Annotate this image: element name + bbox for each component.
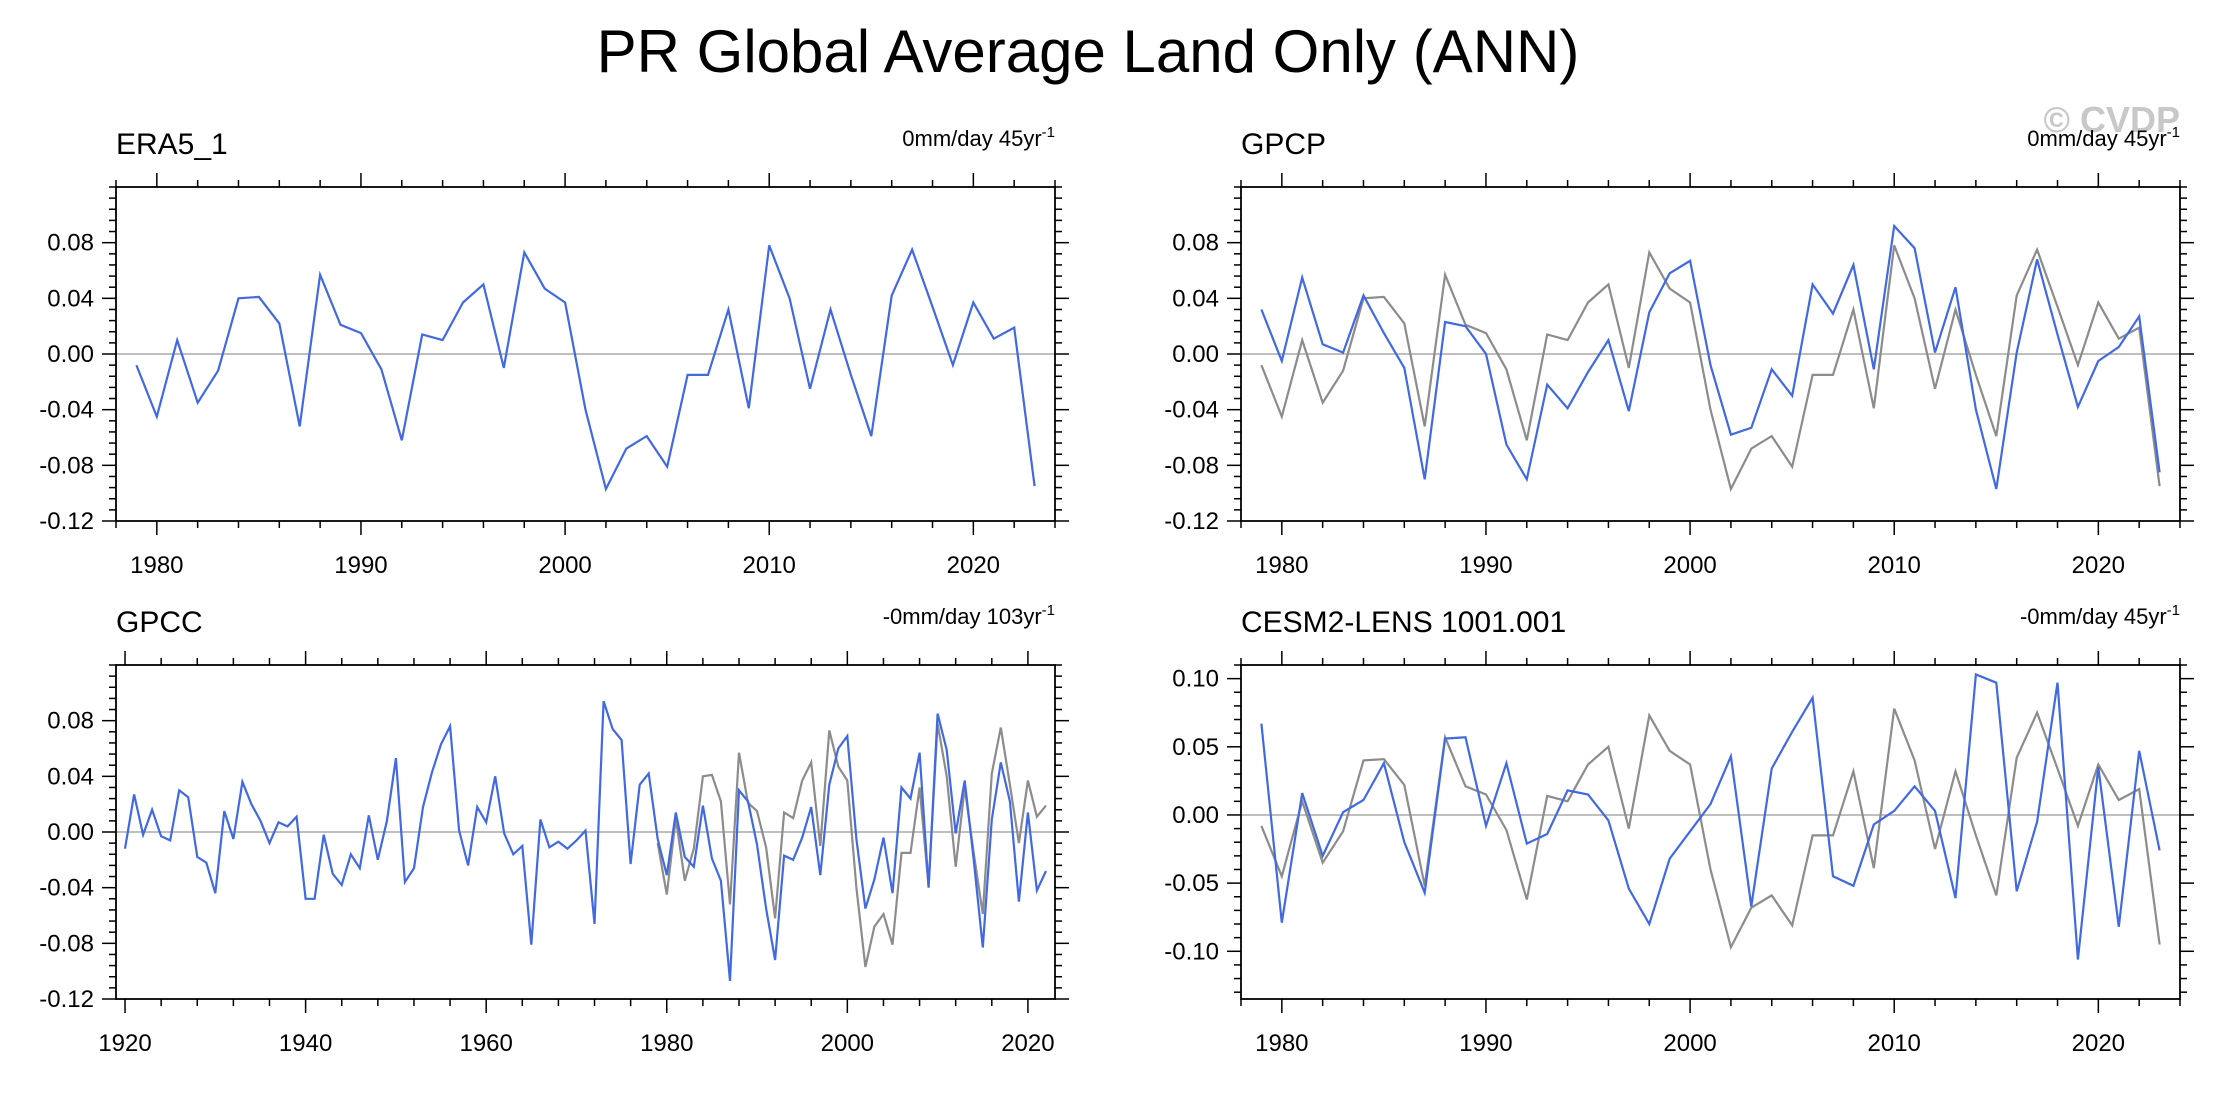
figure-title: PR Global Average Land Only (ANN) xyxy=(597,18,1580,85)
x-tick-label: 1940 xyxy=(279,1030,332,1057)
y-tick-label: -0.04 xyxy=(1164,397,1219,424)
x-tick-label: 2000 xyxy=(1663,1030,1716,1057)
trend-label: 0mm/day 45yr-1 xyxy=(902,124,1055,151)
trend-text: 0mm/day 45yr xyxy=(2027,126,2166,151)
x-tick-label: 2020 xyxy=(947,552,1000,579)
y-tick-label: 0.04 xyxy=(47,285,94,312)
trend-superscript: -1 xyxy=(1042,124,1055,141)
trend-label: -0mm/day 103yr-1 xyxy=(883,602,1055,629)
y-tick-label: 0.00 xyxy=(1172,341,1219,368)
x-tick-label: 1990 xyxy=(1459,552,1512,579)
primary-series-line xyxy=(1260,672,2161,960)
y-tick-label: -0.08 xyxy=(39,452,94,479)
panel-3: GPCC -0mm/day 103yr-1 1920 1940 1960 1980 2000… xyxy=(39,602,1069,1057)
y-tick-label: 0.00 xyxy=(47,341,94,368)
x-tick-label: 1990 xyxy=(1459,1030,1512,1057)
y-tick-label: 0.04 xyxy=(1172,285,1219,312)
x-tick-label: 1920 xyxy=(98,1030,151,1057)
y-tick-label: -0.08 xyxy=(1164,452,1219,479)
x-tick-label: 1960 xyxy=(459,1030,512,1057)
primary-series-line xyxy=(135,245,1036,493)
x-tick-label: 1980 xyxy=(640,1030,693,1057)
y-tick-label: 0.08 xyxy=(47,708,94,735)
x-tick-label: 1980 xyxy=(130,552,183,579)
primary-series-line xyxy=(1260,223,2161,490)
reference-series-line xyxy=(656,723,1047,968)
trend-text: -0mm/day 103yr xyxy=(883,604,1042,629)
y-tick-label: -0.12 xyxy=(1164,508,1219,535)
trend-label: 0mm/day 45yr-1 xyxy=(2027,124,2180,151)
y-tick-label: 0.05 xyxy=(1172,734,1219,761)
trend-label: -0mm/day 45yr-1 xyxy=(2020,602,2180,629)
reference-series-line xyxy=(1260,245,2161,493)
panel-title: GPCP xyxy=(1241,128,1326,161)
plot-frame xyxy=(1240,664,2181,1000)
trend-superscript: -1 xyxy=(2167,124,2180,141)
y-tick-label: 0.04 xyxy=(47,763,94,790)
x-tick-label: 1980 xyxy=(1255,552,1308,579)
x-tick-label: 2020 xyxy=(2072,552,2125,579)
y-tick-label: -0.05 xyxy=(1164,870,1219,897)
panel-2: GPCP 0mm/day 45yr-1 1980 1990 2000 2010 2020 -0… xyxy=(1164,124,2194,579)
x-tick-label: 2000 xyxy=(821,1030,874,1057)
trend-text: 0mm/day 45yr xyxy=(902,126,1041,151)
panel-1: ERA5_1 0mm/day 45yr-1 1980 1990 2000 2010 2020… xyxy=(39,124,1069,579)
x-tick-label: 2010 xyxy=(1868,1030,1921,1057)
x-tick-label: 2010 xyxy=(743,552,796,579)
panel-title: ERA5_1 xyxy=(116,128,228,161)
y-tick-label: -0.10 xyxy=(1164,938,1219,965)
y-tick-label: 0.10 xyxy=(1172,666,1219,693)
trend-superscript: -1 xyxy=(2167,602,2180,619)
x-tick-label: 2010 xyxy=(1868,552,1921,579)
trend-text: -0mm/day 45yr xyxy=(2020,604,2167,629)
y-tick-label: 0.00 xyxy=(47,819,94,846)
y-tick-label: -0.08 xyxy=(39,930,94,957)
reference-series-line xyxy=(1260,708,2161,951)
primary-series-line xyxy=(123,700,1047,981)
y-tick-label: 0.08 xyxy=(1172,230,1219,257)
panel-title: CESM2-LENS 1001.001 xyxy=(1241,606,1566,639)
x-tick-label: 2020 xyxy=(2072,1030,2125,1057)
x-tick-label: 2000 xyxy=(538,552,591,579)
y-tick-label: -0.04 xyxy=(39,397,94,424)
trend-superscript: -1 xyxy=(1042,602,1055,619)
watermark: © CVDP xyxy=(2043,99,2180,140)
x-tick-label: 1980 xyxy=(1255,1030,1308,1057)
y-tick-label: -0.12 xyxy=(39,986,94,1013)
x-tick-label: 2000 xyxy=(1663,552,1716,579)
x-tick-label: 2020 xyxy=(1001,1030,1054,1057)
y-tick-label: 0.08 xyxy=(47,230,94,257)
x-tick-label: 1990 xyxy=(334,552,387,579)
panel-4: CESM2-LENS 1001.001 -0mm/day 45yr-1 1980 19… xyxy=(1164,602,2194,1057)
panel-title: GPCC xyxy=(116,606,203,639)
y-tick-label: -0.04 xyxy=(39,875,94,902)
y-tick-label: 0.00 xyxy=(1172,802,1219,829)
y-tick-label: -0.12 xyxy=(39,508,94,535)
